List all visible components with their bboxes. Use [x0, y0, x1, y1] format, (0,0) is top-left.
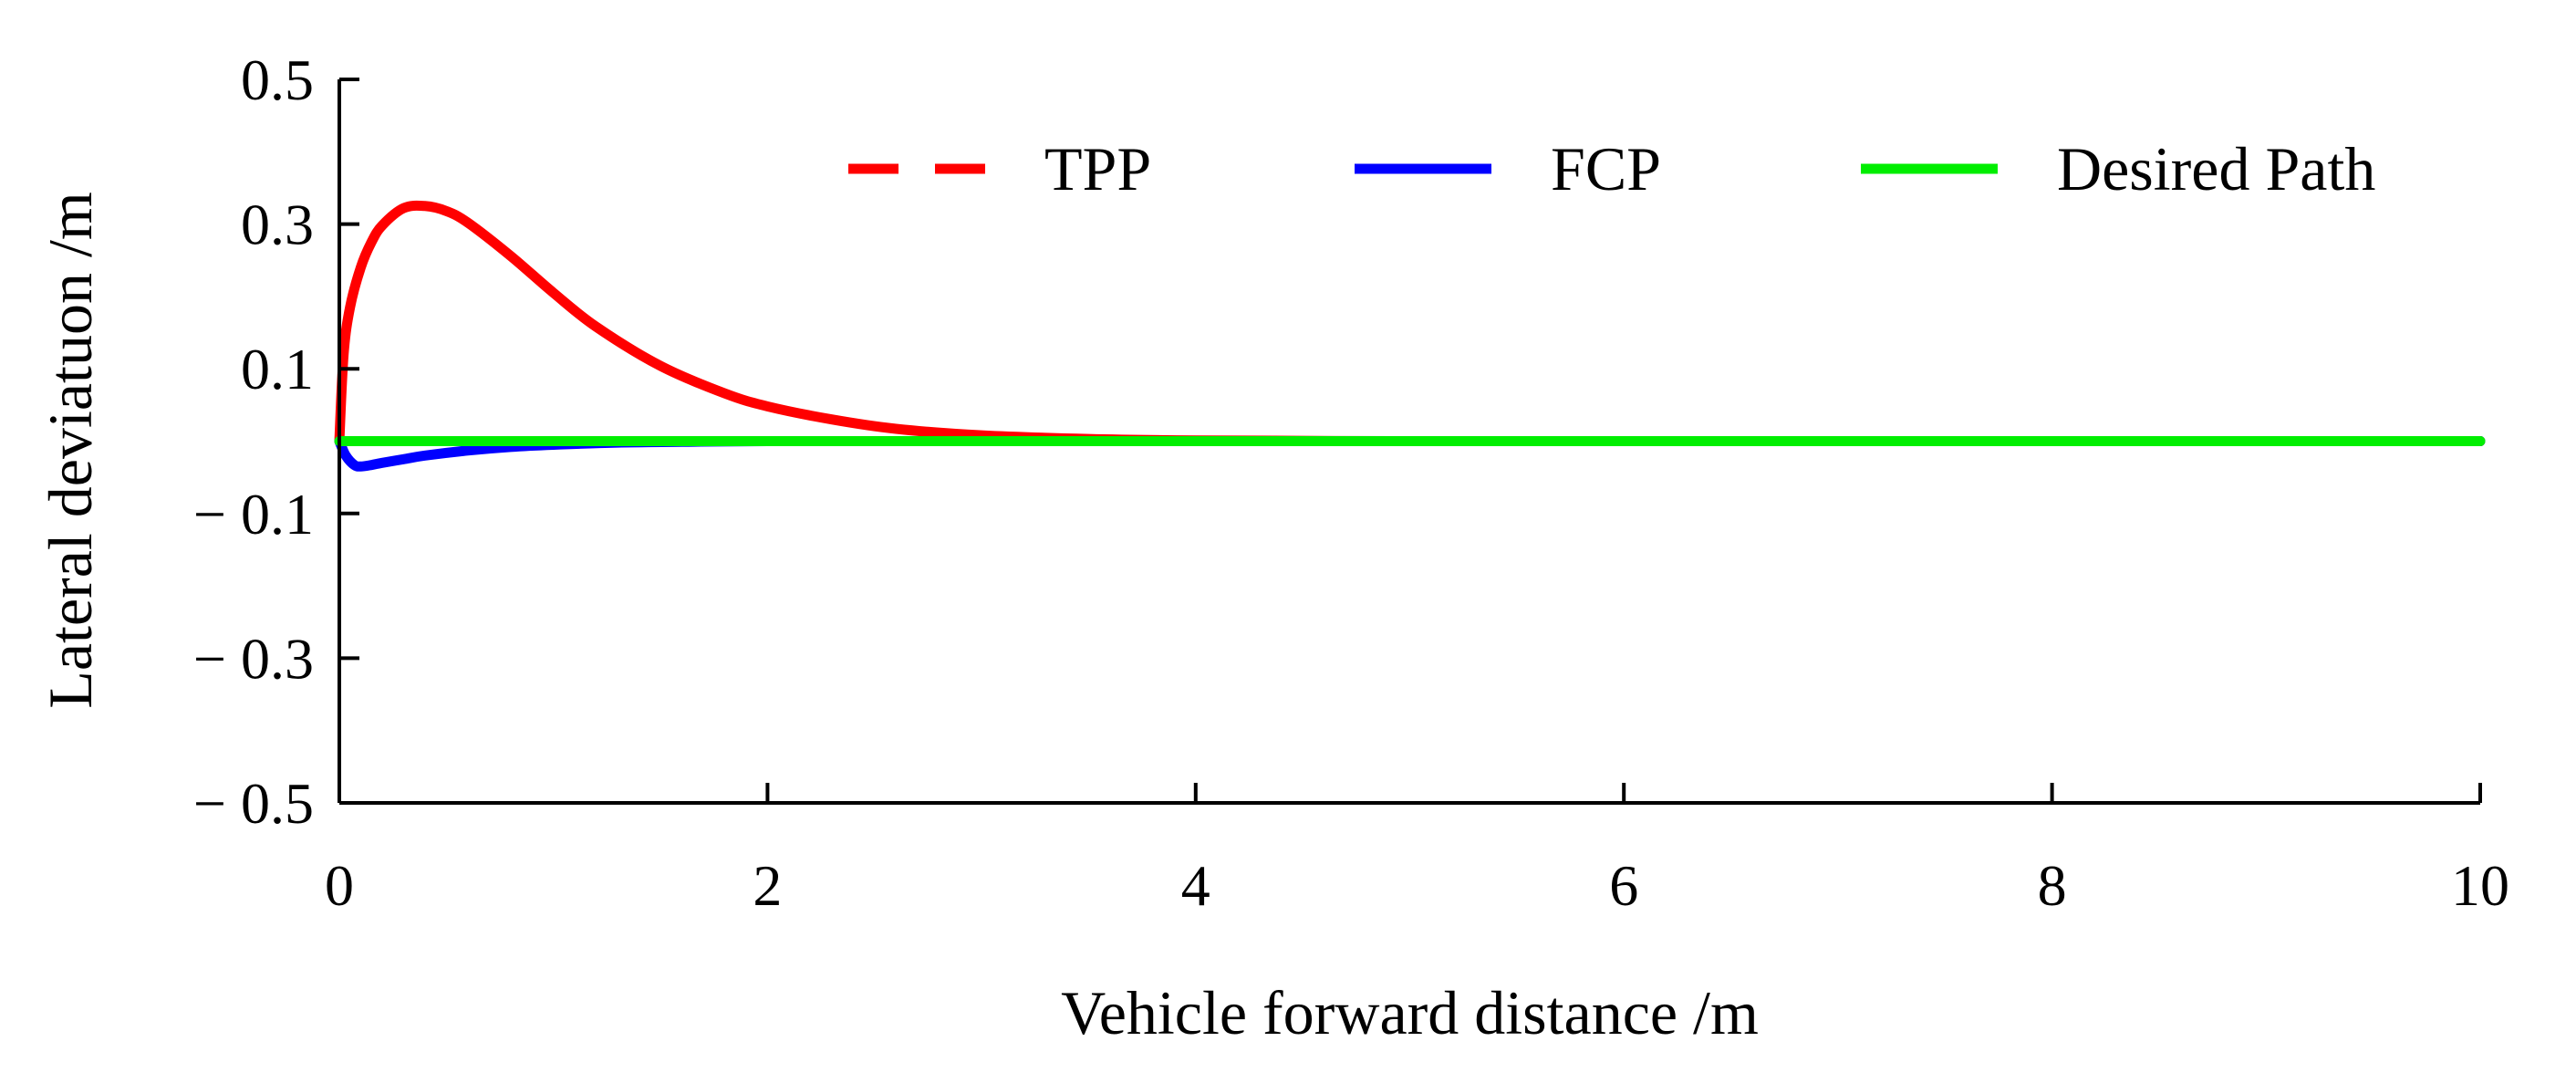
legend-label-tpp: TPP	[1044, 134, 1151, 203]
x-tick-label: 0	[325, 853, 354, 918]
legend-label-fcp: FCP	[1551, 134, 1661, 203]
x-tick-label: 4	[1181, 853, 1210, 918]
series-line-tpp	[334, 200, 2486, 447]
y-tick-label: 0.5	[241, 47, 314, 112]
ticks-layer: 0 2 4 6 8 10 − 0.5 − 0.3 − 0.1 0.1 0.3 0.5	[193, 47, 2509, 918]
axes-layer	[338, 79, 2480, 805]
x-tick-label: 6	[1609, 853, 1638, 918]
legend: TPP FCP Desired Path	[848, 134, 2375, 203]
y-axis-title: Lateral deviatuon /m	[36, 192, 105, 708]
y-tick-label: 0.1	[241, 337, 314, 401]
y-tick-label: − 0.3	[193, 626, 314, 691]
series-layer	[334, 200, 2486, 472]
y-tick-label: 0.3	[241, 193, 314, 257]
x-tick-label: 8	[2038, 853, 2067, 918]
x-axis-title: Vehicle forward distance /m	[1061, 978, 1759, 1047]
x-tick-label: 10	[2451, 853, 2509, 918]
legend-label-desired-path: Desired Path	[2057, 134, 2375, 203]
y-tick-label: − 0.1	[193, 482, 314, 547]
y-tick-label: − 0.5	[193, 771, 314, 836]
x-tick-label: 2	[753, 853, 782, 918]
